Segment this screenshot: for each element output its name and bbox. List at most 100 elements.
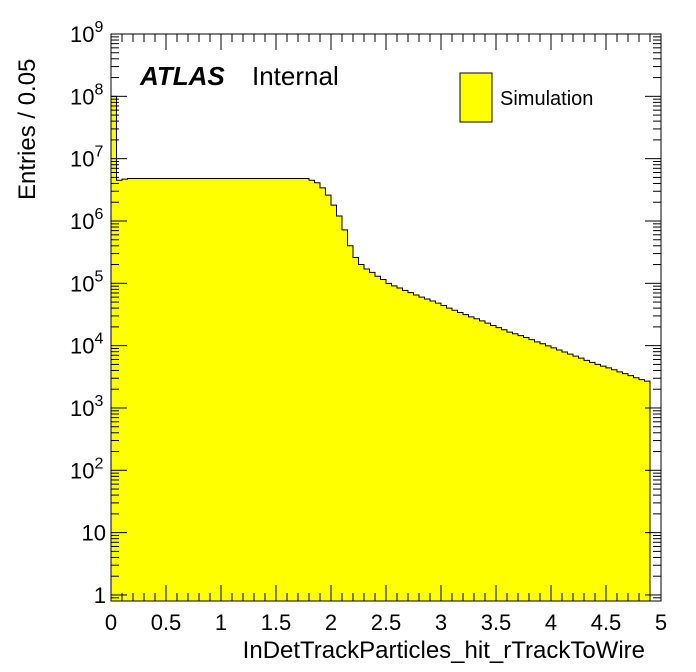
histogram-bar <box>188 178 194 601</box>
histogram-bar <box>457 312 464 601</box>
histogram-bar <box>463 314 469 601</box>
histogram-outline <box>110 95 651 601</box>
y-tick-label: 103 <box>70 393 103 421</box>
histogram-bar <box>320 187 326 602</box>
histogram-bar <box>644 381 651 601</box>
histogram-bar <box>518 335 524 601</box>
histogram-bar <box>138 178 145 601</box>
histogram-bar <box>545 345 552 601</box>
histogram-bars <box>110 95 651 602</box>
histogram-bar <box>617 371 623 601</box>
histogram-bar <box>628 375 634 601</box>
y-tick-label: 106 <box>70 206 103 234</box>
histogram-bar <box>160 178 167 601</box>
histogram-bar <box>270 178 277 601</box>
histogram-bar <box>177 178 183 601</box>
histogram-bar <box>397 288 403 601</box>
histogram-bar <box>364 268 370 601</box>
histogram-bar <box>221 178 227 601</box>
histogram-bar <box>540 343 546 601</box>
histogram-bar <box>452 310 458 601</box>
histogram-bar <box>419 297 425 601</box>
histogram-bar <box>380 279 387 601</box>
histogram-bar <box>622 373 629 601</box>
histogram-bar <box>551 347 557 601</box>
y-tick-label: 105 <box>70 268 103 296</box>
histogram-bar <box>595 364 601 601</box>
x-tick-label: 3.5 <box>481 610 512 635</box>
x-tick-label: 2.5 <box>371 610 402 635</box>
histogram-bar <box>309 180 315 601</box>
x-tick-label: 0 <box>105 610 117 635</box>
y-tick-label: 108 <box>70 81 103 109</box>
histogram-bar <box>303 178 310 601</box>
x-tick-label: 3 <box>435 610 447 635</box>
histogram-bar <box>265 178 271 601</box>
y-tick-label: 109 <box>70 19 103 47</box>
histogram-bar <box>342 229 348 601</box>
histogram-bar <box>600 366 607 601</box>
histogram-bar <box>501 329 508 601</box>
histogram-bar <box>149 178 156 601</box>
histogram-bar <box>556 350 563 601</box>
histogram-bar <box>386 283 392 601</box>
histogram-bar <box>573 356 579 601</box>
histogram-bar <box>254 178 260 601</box>
y-axis-title: Entries / 0.05 <box>14 59 41 200</box>
histogram-bar <box>215 178 222 601</box>
histogram-bar <box>424 299 431 601</box>
histogram-bar <box>474 318 480 601</box>
histogram-bar <box>210 178 216 601</box>
histogram-bar <box>639 379 645 601</box>
y-tick-label: 107 <box>70 144 103 172</box>
histogram-bar <box>606 367 612 601</box>
histogram-bar <box>534 341 541 601</box>
histogram-bar <box>336 216 343 602</box>
histogram-bar <box>281 178 288 601</box>
histogram-bar <box>589 362 596 601</box>
x-tick-label: 4.5 <box>591 610 622 635</box>
atlas-label: ATLAS <box>139 61 225 91</box>
histogram-bar <box>144 178 150 601</box>
x-tick-label: 1 <box>215 610 227 635</box>
x-tick-label: 1.5 <box>261 610 292 635</box>
histogram-bar <box>413 294 420 601</box>
histogram-bar <box>430 301 436 601</box>
histogram-bar <box>584 360 590 601</box>
status-label: Internal <box>252 61 339 91</box>
histogram-bar <box>171 178 178 601</box>
x-tick-labels: 0 0.5 1 1.5 2 2.5 3 3.5 4 4.5 5 <box>105 610 667 635</box>
x-tick-label: 5 <box>655 610 667 635</box>
histogram-bar <box>562 352 568 601</box>
histogram-bar <box>298 178 304 601</box>
histogram-bar <box>292 178 299 601</box>
legend-swatch <box>459 72 493 123</box>
histogram-bar <box>567 354 574 601</box>
histogram-bar <box>529 339 535 601</box>
y-tick-label: 104 <box>70 331 103 359</box>
histogram-bar <box>523 337 530 601</box>
histogram-bar <box>314 182 321 602</box>
histogram-bar <box>193 178 200 601</box>
histogram-bar <box>633 377 640 601</box>
histogram-bar <box>287 178 293 601</box>
y-tick-labels: 1 10 102 103 104 105 106 107 108 109 <box>70 19 106 608</box>
histogram-bar <box>479 320 486 601</box>
histogram-bar <box>276 178 282 601</box>
histogram-bar <box>578 358 585 601</box>
x-tick-label: 0.5 <box>151 610 182 635</box>
histogram-bar <box>446 308 453 601</box>
x-tick-label: 4 <box>545 610 557 635</box>
x-axis-title: InDetTrackParticles_hit_rTrackToWire <box>243 637 645 664</box>
histogram-bar <box>331 205 337 601</box>
histogram-bar <box>243 178 249 601</box>
histogram-bar <box>259 178 266 601</box>
histogram-bar <box>468 316 475 601</box>
histogram-bar <box>611 369 618 601</box>
histogram-bar <box>485 323 491 601</box>
histogram-bar <box>496 327 502 601</box>
histogram-bar <box>507 332 513 601</box>
x-tick-label: 2 <box>325 610 337 635</box>
y-tick-label: 1 <box>94 583 106 608</box>
legend-label: Simulation <box>500 88 593 110</box>
